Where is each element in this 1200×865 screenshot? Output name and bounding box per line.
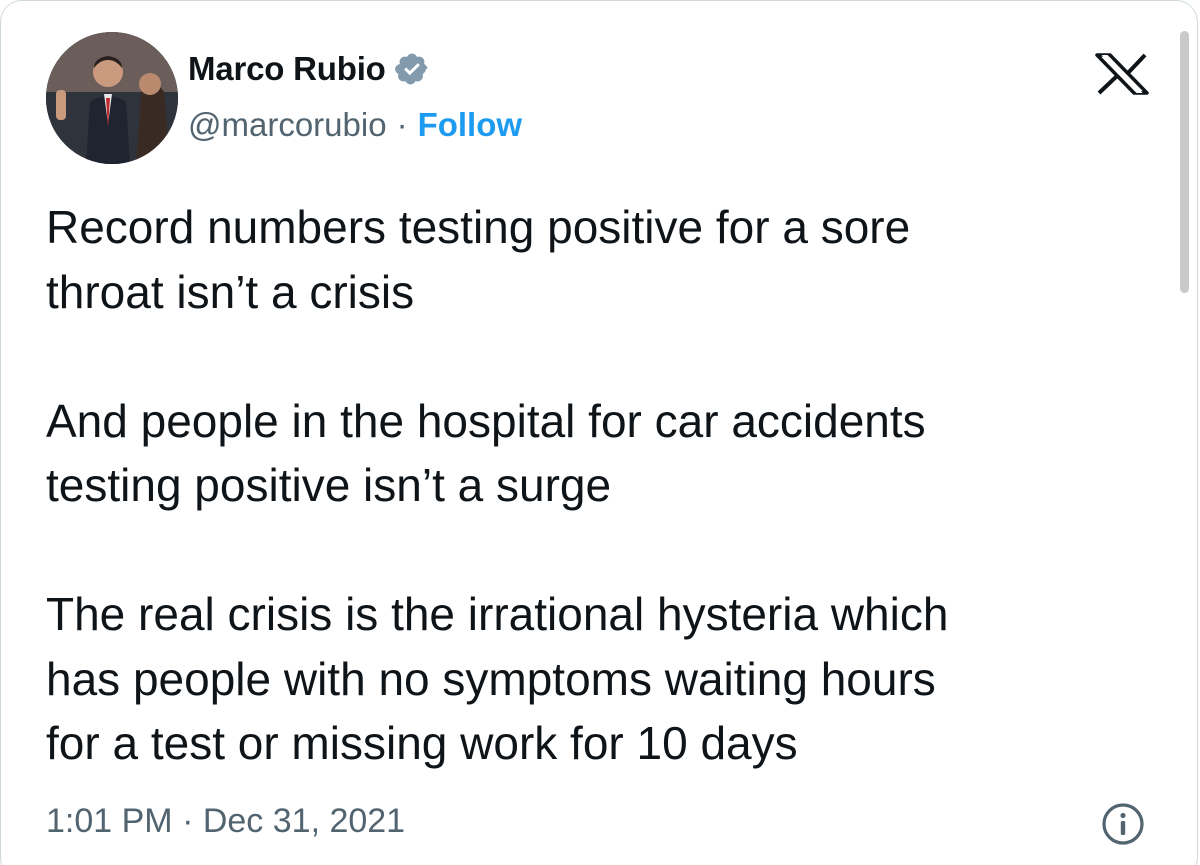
tweet-paragraph: The real crisis is the irrational hyster…: [46, 588, 949, 769]
info-icon[interactable]: [1100, 801, 1146, 847]
display-name[interactable]: Marco Rubio: [188, 50, 386, 87]
tweet-text: Record numbers testing positive for a so…: [46, 195, 1146, 776]
avatar[interactable]: [46, 32, 178, 164]
display-name-row[interactable]: Marco Rubio: [188, 49, 430, 89]
author-handle[interactable]: @marcorubio: [188, 106, 387, 143]
scrollbar[interactable]: [1180, 31, 1189, 293]
verified-badge-icon: [394, 51, 430, 87]
tweet-paragraph: Record numbers testing positive for a so…: [46, 201, 911, 318]
tweet-timestamp[interactable]: 1:01 PM · Dec 31, 2021: [46, 802, 406, 840]
tweet-paragraph: And people in the hospital for car accid…: [46, 394, 926, 512]
separator-dot: ·: [396, 106, 408, 143]
handle-row: @marcorubio · Follow: [188, 105, 522, 145]
avatar-photo: [46, 32, 178, 164]
x-logo-icon[interactable]: [1093, 53, 1151, 95]
follow-link[interactable]: Follow: [417, 106, 523, 143]
